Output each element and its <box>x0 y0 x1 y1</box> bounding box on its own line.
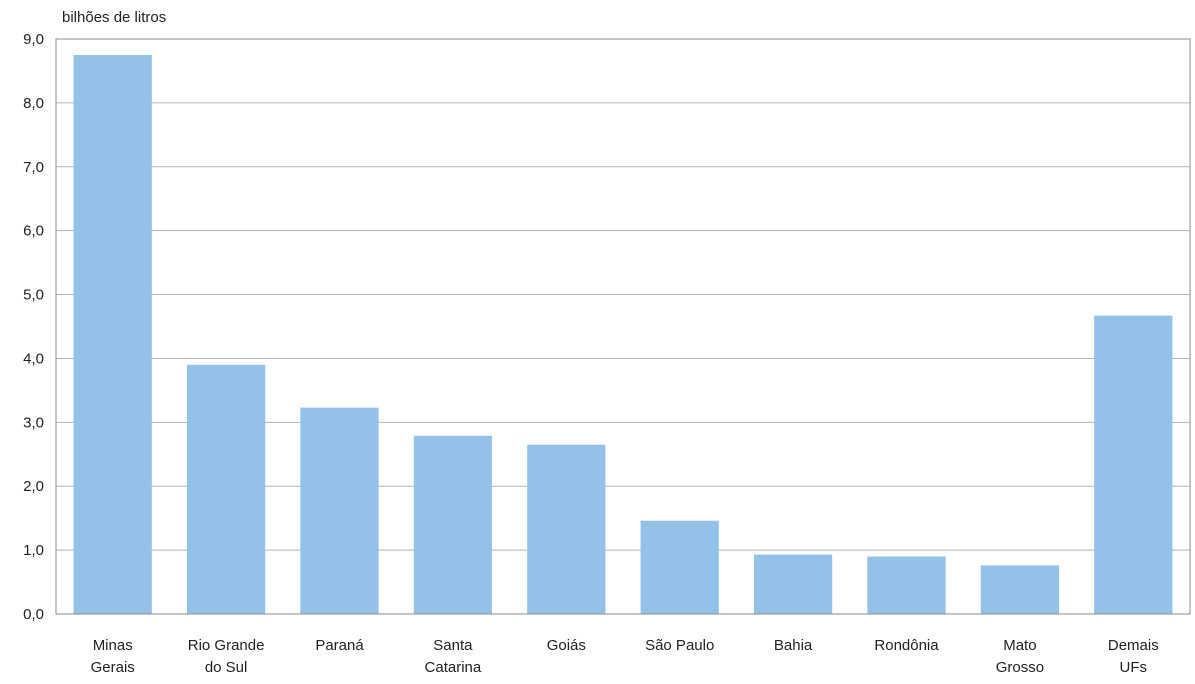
y-tick-label: 2,0 <box>23 478 44 495</box>
bar <box>754 555 832 614</box>
y-tick-label: 0,0 <box>23 606 44 623</box>
bar <box>414 436 492 614</box>
bar <box>187 365 265 614</box>
y-tick-label: 9,0 <box>23 31 44 48</box>
y-tick-label: 7,0 <box>23 159 44 176</box>
bar <box>1094 316 1172 614</box>
x-tick-label: São Paulo <box>645 637 714 654</box>
x-tick-label: Paraná <box>315 637 364 654</box>
x-tick-label: Santa Catarina <box>425 637 482 676</box>
x-tick-label: Demais UFs <box>1108 637 1159 676</box>
y-tick-label: 6,0 <box>23 223 44 240</box>
bars <box>74 55 1173 614</box>
x-tick-label: Rondônia <box>874 637 939 654</box>
bar <box>981 565 1059 614</box>
x-tick-label: Goiás <box>547 637 586 654</box>
x-tick-label: Minas Gerais <box>91 637 135 676</box>
y-tick-label: 8,0 <box>23 95 44 112</box>
x-tick-label: Bahia <box>774 637 813 654</box>
bar <box>74 55 152 614</box>
bar <box>867 557 945 615</box>
y-tick-label: 4,0 <box>23 350 44 367</box>
x-tick-label: Mato Grosso <box>996 637 1044 676</box>
x-tick-label: Rio Grande do Sul <box>188 637 265 676</box>
bar <box>641 521 719 614</box>
bar <box>527 445 605 614</box>
bar <box>300 408 378 614</box>
y-axis-unit-label: bilhões de litros <box>62 9 166 26</box>
y-axis-ticks: 0,0 1,0 2,0 3,0 4,0 5,0 6,0 7,0 8,0 9,0 <box>23 31 44 623</box>
y-tick-label: 1,0 <box>23 542 44 559</box>
y-tick-label: 5,0 <box>23 287 44 304</box>
x-axis-labels: Minas Gerais Rio Grande do Sul Paraná Santa Ca… <box>91 637 1159 676</box>
y-tick-label: 3,0 <box>23 414 44 431</box>
